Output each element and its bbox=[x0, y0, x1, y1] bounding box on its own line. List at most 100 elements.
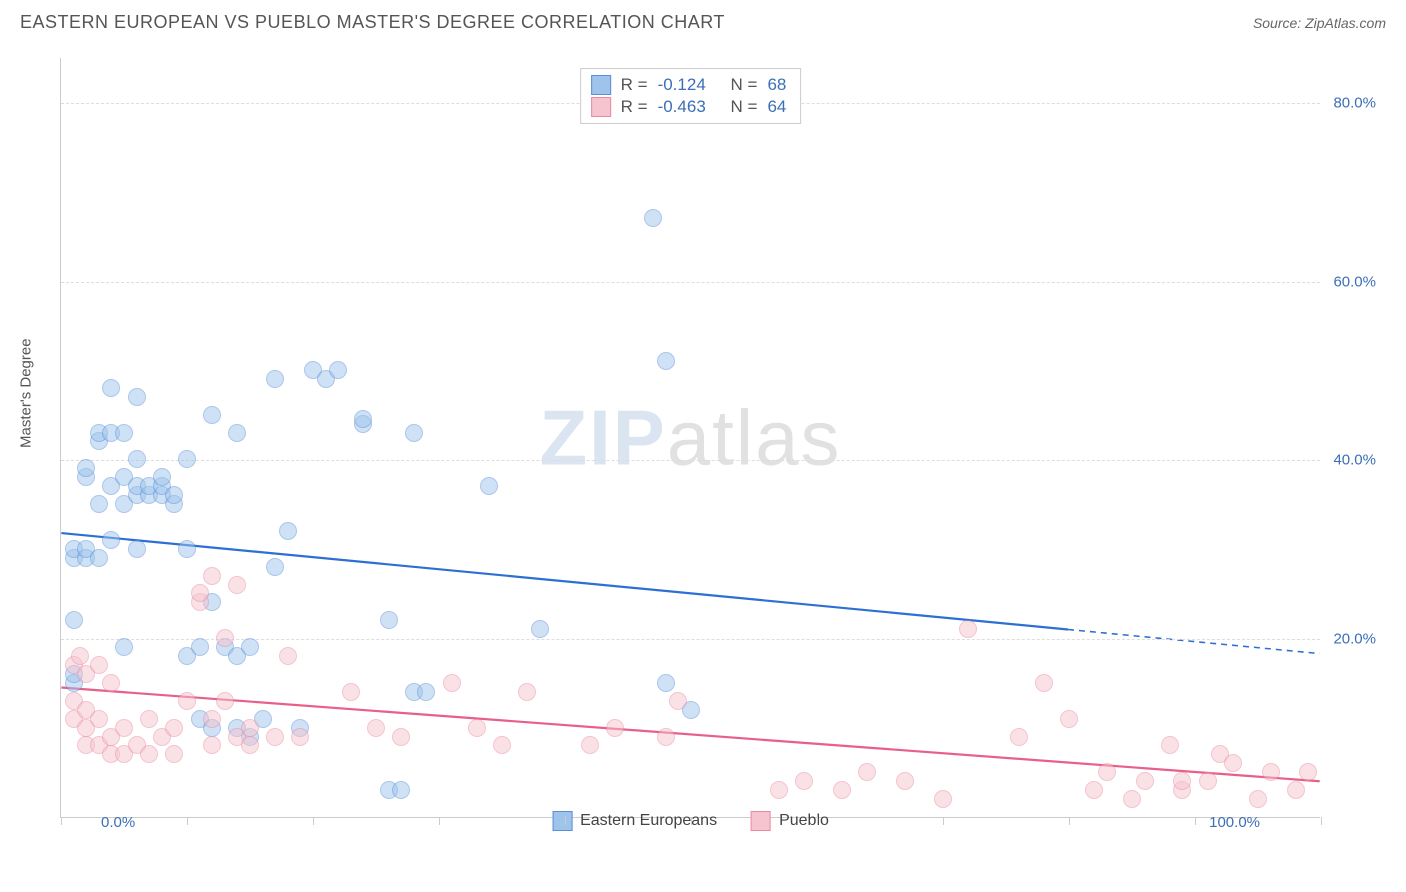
data-point bbox=[1299, 763, 1317, 781]
data-point bbox=[241, 638, 259, 656]
x-tick-label-max: 100.0% bbox=[1209, 814, 1260, 831]
x-tick bbox=[691, 817, 692, 825]
data-point bbox=[1161, 736, 1179, 754]
data-point bbox=[329, 361, 347, 379]
data-point bbox=[531, 620, 549, 638]
y-tick-label: 60.0% bbox=[1333, 273, 1376, 290]
data-point bbox=[606, 719, 624, 737]
data-point bbox=[959, 620, 977, 638]
data-point bbox=[90, 656, 108, 674]
watermark-light: atlas bbox=[667, 393, 842, 481]
data-point bbox=[115, 719, 133, 737]
data-point bbox=[1224, 754, 1242, 772]
data-point bbox=[241, 719, 259, 737]
data-point bbox=[178, 692, 196, 710]
legend-label-0: Eastern Europeans bbox=[580, 812, 717, 830]
x-tick bbox=[313, 817, 314, 825]
data-point bbox=[203, 736, 221, 754]
data-point bbox=[140, 710, 158, 728]
x-tick-label-min: 0.0% bbox=[101, 814, 135, 831]
data-point bbox=[380, 611, 398, 629]
data-point bbox=[241, 736, 259, 754]
data-point bbox=[518, 683, 536, 701]
plot-area: ZIPatlas R = -0.124 N = 68 R = -0.463 N … bbox=[60, 58, 1320, 818]
chart-header: EASTERN EUROPEAN VS PUEBLO MASTER'S DEGR… bbox=[0, 0, 1406, 39]
chart-container: Master's Degree ZIPatlas R = -0.124 N = … bbox=[20, 48, 1386, 848]
data-point bbox=[178, 540, 196, 558]
data-point bbox=[468, 719, 486, 737]
x-tick bbox=[1069, 817, 1070, 825]
data-point bbox=[354, 410, 372, 428]
data-point bbox=[153, 468, 171, 486]
data-point bbox=[203, 710, 221, 728]
chart-source: Source: ZipAtlas.com bbox=[1253, 15, 1386, 31]
stats-swatch-0 bbox=[591, 75, 611, 95]
data-point bbox=[493, 736, 511, 754]
data-point bbox=[191, 584, 209, 602]
data-point bbox=[644, 209, 662, 227]
data-point bbox=[443, 674, 461, 692]
r-value-1: -0.463 bbox=[658, 97, 706, 117]
data-point bbox=[216, 692, 234, 710]
data-point bbox=[266, 728, 284, 746]
data-point bbox=[657, 674, 675, 692]
grid-line bbox=[61, 282, 1320, 283]
legend-swatch-1 bbox=[751, 811, 771, 831]
stats-row-1: R = -0.463 N = 64 bbox=[591, 97, 787, 117]
stats-row-0: R = -0.124 N = 68 bbox=[591, 75, 787, 95]
x-tick bbox=[439, 817, 440, 825]
y-axis-title: Master's Degree bbox=[18, 338, 35, 448]
data-point bbox=[1173, 772, 1191, 790]
data-point bbox=[480, 477, 498, 495]
x-tick bbox=[565, 817, 566, 825]
data-point bbox=[90, 549, 108, 567]
data-point bbox=[128, 450, 146, 468]
data-point bbox=[1098, 763, 1116, 781]
data-point bbox=[178, 450, 196, 468]
data-point bbox=[896, 772, 914, 790]
data-point bbox=[581, 736, 599, 754]
data-point bbox=[367, 719, 385, 737]
data-point bbox=[1085, 781, 1103, 799]
data-point bbox=[279, 647, 297, 665]
data-point bbox=[203, 406, 221, 424]
x-tick bbox=[1321, 817, 1322, 825]
chart-title: EASTERN EUROPEAN VS PUEBLO MASTER'S DEGR… bbox=[20, 12, 725, 33]
y-tick-label: 80.0% bbox=[1333, 94, 1376, 111]
data-point bbox=[657, 728, 675, 746]
data-point bbox=[669, 692, 687, 710]
data-point bbox=[90, 495, 108, 513]
data-point bbox=[1035, 674, 1053, 692]
data-point bbox=[266, 558, 284, 576]
watermark: ZIPatlas bbox=[539, 392, 841, 483]
r-label-0: R = bbox=[621, 75, 648, 95]
data-point bbox=[128, 540, 146, 558]
data-point bbox=[216, 629, 234, 647]
data-point bbox=[165, 719, 183, 737]
data-point bbox=[417, 683, 435, 701]
data-point bbox=[1199, 772, 1217, 790]
grid-line bbox=[61, 460, 1320, 461]
data-point bbox=[71, 647, 89, 665]
stats-swatch-1 bbox=[591, 97, 611, 117]
y-tick-label: 20.0% bbox=[1333, 631, 1376, 648]
data-point bbox=[115, 424, 133, 442]
data-point bbox=[342, 683, 360, 701]
data-point bbox=[115, 638, 133, 656]
x-tick bbox=[817, 817, 818, 825]
data-point bbox=[165, 486, 183, 504]
data-point bbox=[1249, 790, 1267, 808]
legend-label-1: Pueblo bbox=[779, 812, 829, 830]
data-point bbox=[1010, 728, 1028, 746]
data-point bbox=[203, 567, 221, 585]
data-point bbox=[858, 763, 876, 781]
data-point bbox=[140, 745, 158, 763]
data-point bbox=[1123, 790, 1141, 808]
data-point bbox=[770, 781, 788, 799]
data-point bbox=[392, 728, 410, 746]
x-tick bbox=[187, 817, 188, 825]
n-value-0: 68 bbox=[767, 75, 786, 95]
data-point bbox=[657, 352, 675, 370]
legend-item-0: Eastern Europeans bbox=[552, 811, 717, 831]
data-point bbox=[392, 781, 410, 799]
